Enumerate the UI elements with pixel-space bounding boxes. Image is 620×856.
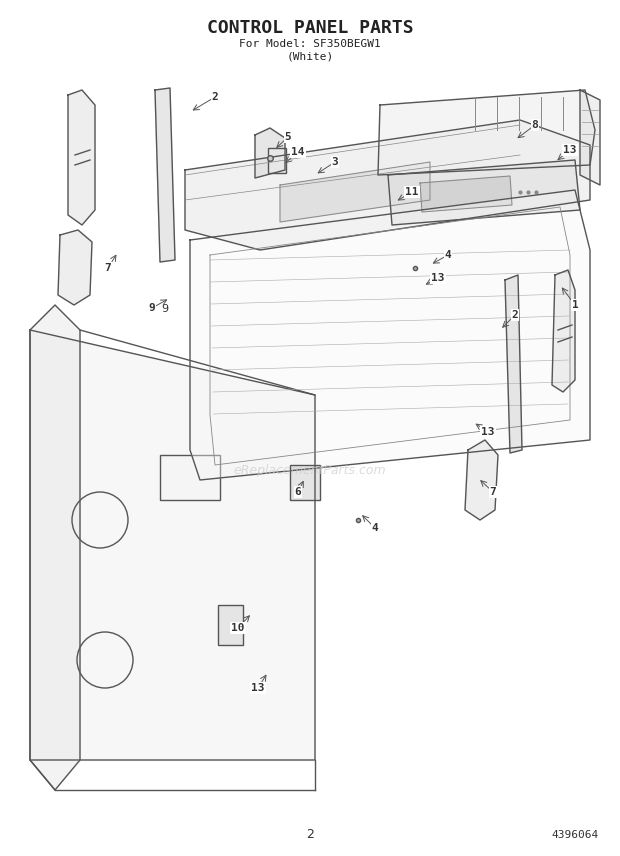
Text: 1: 1 bbox=[572, 300, 578, 310]
Text: 4: 4 bbox=[371, 523, 378, 533]
Polygon shape bbox=[420, 176, 512, 212]
Text: 2: 2 bbox=[211, 92, 218, 102]
Text: 8: 8 bbox=[531, 120, 538, 130]
Text: 13: 13 bbox=[251, 683, 265, 693]
Text: CONTROL PANEL PARTS: CONTROL PANEL PARTS bbox=[206, 19, 414, 37]
Text: 5: 5 bbox=[285, 132, 291, 142]
Polygon shape bbox=[68, 90, 95, 225]
Text: 9: 9 bbox=[161, 304, 169, 314]
Polygon shape bbox=[378, 90, 595, 175]
Text: (White): (White) bbox=[286, 51, 334, 61]
FancyBboxPatch shape bbox=[268, 148, 286, 173]
Polygon shape bbox=[58, 230, 92, 305]
Polygon shape bbox=[552, 270, 575, 392]
Text: 13: 13 bbox=[563, 145, 577, 155]
Text: 11: 11 bbox=[405, 187, 419, 197]
Text: 4396064: 4396064 bbox=[551, 830, 599, 840]
Polygon shape bbox=[30, 305, 80, 790]
Text: 7: 7 bbox=[490, 487, 497, 497]
FancyBboxPatch shape bbox=[290, 465, 320, 500]
Polygon shape bbox=[155, 88, 175, 262]
Text: 3: 3 bbox=[332, 157, 339, 167]
Polygon shape bbox=[505, 275, 522, 453]
Text: 2: 2 bbox=[512, 310, 518, 320]
Text: 9: 9 bbox=[149, 303, 156, 313]
Text: eReplacementParts.com: eReplacementParts.com bbox=[234, 463, 386, 477]
Text: 13: 13 bbox=[481, 427, 495, 437]
Text: 10: 10 bbox=[231, 623, 245, 633]
Polygon shape bbox=[185, 120, 590, 250]
Polygon shape bbox=[255, 128, 285, 178]
Text: For Model: SF350BEGW1: For Model: SF350BEGW1 bbox=[239, 39, 381, 49]
Polygon shape bbox=[580, 90, 600, 185]
Text: 7: 7 bbox=[105, 263, 112, 273]
Polygon shape bbox=[465, 440, 498, 520]
Text: 14: 14 bbox=[291, 147, 305, 157]
Text: 6: 6 bbox=[294, 487, 301, 497]
Text: 4: 4 bbox=[445, 250, 451, 260]
Text: 2: 2 bbox=[306, 829, 314, 841]
Polygon shape bbox=[30, 330, 315, 760]
Text: 13: 13 bbox=[432, 273, 445, 283]
FancyBboxPatch shape bbox=[160, 455, 220, 500]
Polygon shape bbox=[280, 162, 430, 222]
Polygon shape bbox=[388, 160, 580, 225]
Polygon shape bbox=[190, 190, 590, 480]
FancyBboxPatch shape bbox=[218, 605, 243, 645]
